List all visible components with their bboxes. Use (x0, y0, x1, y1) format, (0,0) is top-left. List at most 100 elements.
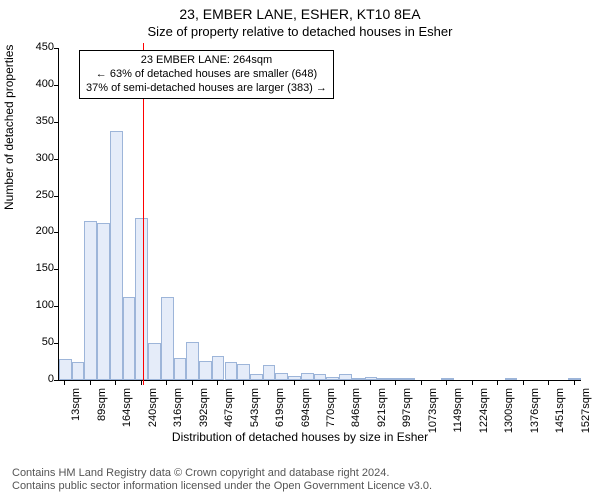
x-tick-mark (243, 380, 244, 385)
x-tick-label: 1300sqm (503, 388, 515, 438)
x-tick-mark (192, 380, 193, 385)
histogram-bar (568, 378, 581, 380)
y-tick-mark (54, 343, 59, 344)
histogram-bar (263, 365, 276, 380)
histogram-bar (275, 373, 288, 380)
y-tick-mark (54, 196, 59, 197)
histogram-bar (199, 361, 212, 380)
x-tick-mark (319, 380, 320, 385)
x-tick-label: 619sqm (274, 388, 286, 438)
x-tick-mark (217, 380, 218, 385)
y-tick-mark (54, 159, 59, 160)
x-tick-mark (472, 380, 473, 385)
chart-title-main: 23, EMBER LANE, ESHER, KT10 8EA (0, 6, 600, 22)
x-tick-mark (574, 380, 575, 385)
marker-annotation-box: 23 EMBER LANE: 264sqm ← 63% of detached … (79, 50, 334, 99)
x-tick-label: 1073sqm (427, 388, 439, 438)
histogram-bar (505, 378, 518, 380)
histogram-bar (390, 378, 403, 380)
x-tick-label: 392sqm (198, 388, 210, 438)
y-tick-label: 200 (24, 225, 54, 237)
histogram-bar (301, 373, 314, 380)
x-tick-mark (523, 380, 524, 385)
y-tick-label: 100 (24, 299, 54, 311)
y-tick-label: 50 (24, 336, 54, 348)
histogram-bar (174, 358, 187, 380)
y-tick-mark (54, 48, 59, 49)
histogram-bar (250, 374, 263, 380)
y-tick-mark (54, 122, 59, 123)
y-tick-mark (54, 85, 59, 86)
x-tick-label: 543sqm (249, 388, 261, 438)
histogram-bar (110, 131, 123, 380)
x-tick-label: 164sqm (121, 388, 133, 438)
histogram-bar (97, 223, 110, 380)
x-tick-label: 467sqm (223, 388, 235, 438)
x-tick-mark (446, 380, 447, 385)
y-axis-label: Number of detached properties (2, 45, 16, 210)
histogram-bar (123, 297, 136, 380)
y-tick-label: 350 (24, 115, 54, 127)
x-tick-label: 1224sqm (478, 388, 490, 438)
histogram-bar (186, 342, 199, 380)
x-tick-mark (90, 380, 91, 385)
x-tick-label: 1149sqm (452, 388, 464, 438)
histogram-bar (148, 343, 161, 380)
annotation-line3: 37% of semi-detached houses are larger (… (86, 82, 327, 96)
x-tick-mark (141, 380, 142, 385)
histogram-bar (377, 378, 390, 380)
histogram-bar (59, 359, 72, 380)
y-tick-label: 450 (24, 41, 54, 53)
x-tick-label: 997sqm (401, 388, 413, 438)
x-tick-label: 240sqm (147, 388, 159, 438)
footer-line2: Contains public sector information licen… (12, 480, 432, 494)
x-tick-mark (497, 380, 498, 385)
x-tick-mark (268, 380, 269, 385)
y-tick-mark (54, 380, 59, 381)
chart-title-sub: Size of property relative to detached ho… (0, 24, 600, 39)
x-tick-mark (64, 380, 65, 385)
footer-attribution: Contains HM Land Registry data © Crown c… (12, 467, 432, 495)
x-tick-label: 1527sqm (580, 388, 592, 438)
x-tick-label: 316sqm (172, 388, 184, 438)
x-tick-mark (294, 380, 295, 385)
histogram-bar (161, 297, 174, 380)
histogram-bar (84, 221, 97, 380)
x-tick-label: 770sqm (325, 388, 337, 438)
x-tick-mark (344, 380, 345, 385)
histogram-bar (72, 362, 85, 380)
chart-plot-area: 23 EMBER LANE: 264sqm ← 63% of detached … (58, 48, 581, 381)
histogram-bar (352, 378, 365, 380)
x-tick-label: 694sqm (300, 388, 312, 438)
annotation-line2: ← 63% of detached houses are smaller (64… (86, 68, 327, 82)
annotation-line1: 23 EMBER LANE: 264sqm (86, 54, 327, 68)
x-tick-label: 13sqm (70, 388, 82, 438)
y-tick-label: 300 (24, 152, 54, 164)
x-tick-mark (166, 380, 167, 385)
x-tick-mark (548, 380, 549, 385)
y-tick-mark (54, 232, 59, 233)
x-tick-label: 846sqm (350, 388, 362, 438)
x-tick-mark (421, 380, 422, 385)
histogram-bar (212, 356, 225, 380)
y-tick-label: 400 (24, 78, 54, 90)
y-tick-mark (54, 306, 59, 307)
x-tick-label: 921sqm (376, 388, 388, 438)
y-tick-label: 250 (24, 189, 54, 201)
x-tick-label: 1376sqm (529, 388, 541, 438)
footer-line1: Contains HM Land Registry data © Crown c… (12, 467, 432, 481)
y-tick-label: 150 (24, 262, 54, 274)
histogram-bar (225, 362, 238, 380)
x-tick-label: 1451sqm (554, 388, 566, 438)
histogram-bar (237, 364, 250, 380)
histogram-bar (326, 377, 339, 380)
x-tick-label: 89sqm (96, 388, 108, 438)
y-tick-mark (54, 269, 59, 270)
histogram-bar (135, 218, 148, 380)
histogram-bar (339, 374, 352, 380)
x-tick-mark (395, 380, 396, 385)
x-tick-mark (370, 380, 371, 385)
histogram-bar (403, 378, 416, 380)
y-tick-label: 0 (24, 373, 54, 385)
x-tick-mark (115, 380, 116, 385)
